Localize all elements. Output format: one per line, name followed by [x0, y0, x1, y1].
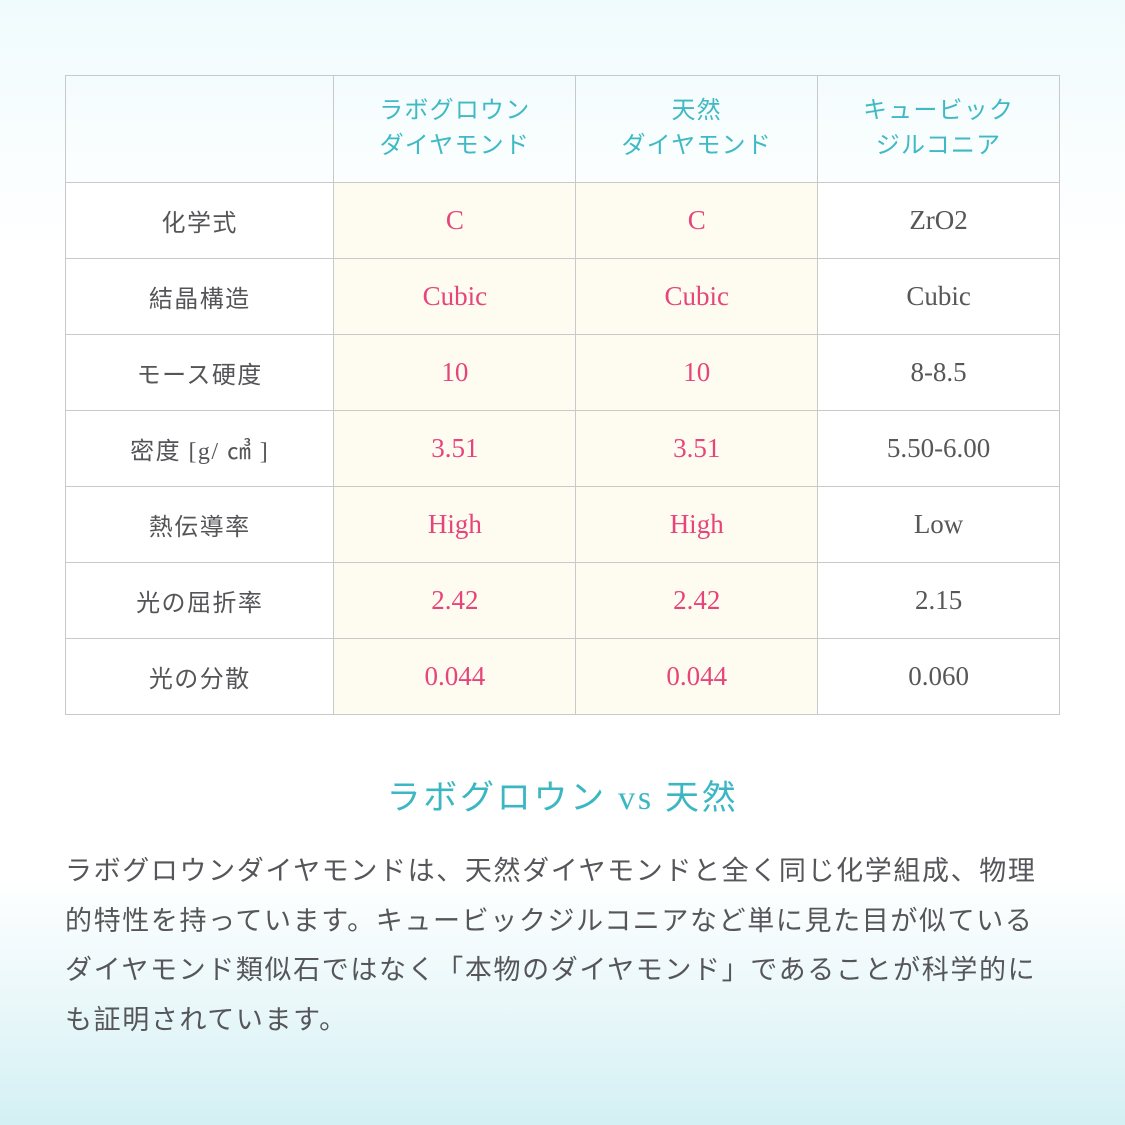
table-row: 熱伝導率 High High Low: [66, 486, 1060, 562]
cell: 10: [334, 334, 576, 410]
header-blank: [66, 76, 334, 183]
table-row: モース硬度 10 10 8-8.5: [66, 334, 1060, 410]
col-header-cz: キュービック ジルコニア: [818, 76, 1060, 183]
col-header-line2: ジルコニア: [876, 133, 1002, 159]
cell: C: [334, 182, 576, 258]
table-row: 結晶構造 Cubic Cubic Cubic: [66, 258, 1060, 334]
cell: 3.51: [576, 410, 818, 486]
cell: 2.15: [818, 562, 1060, 638]
row-label: 化学式: [66, 182, 334, 258]
row-label: 熱伝導率: [66, 486, 334, 562]
col-header-line1: ラボグロウン: [379, 98, 530, 124]
cell: 0.044: [576, 638, 818, 714]
table-row: 密度 [g/ ㎤ ] 3.51 3.51 5.50-6.00: [66, 410, 1060, 486]
table-row: 化学式 C C ZrO2: [66, 182, 1060, 258]
cell: 0.044: [334, 638, 576, 714]
col-header-line1: キュービック: [863, 98, 1014, 124]
col-header-line2: ダイヤモンド: [380, 133, 530, 159]
cell: 0.060: [818, 638, 1060, 714]
cell: Cubic: [334, 258, 576, 334]
col-header-line1: 天然: [671, 98, 721, 124]
cell: 3.51: [334, 410, 576, 486]
section-heading: ラボグロウン vs 天然: [65, 770, 1060, 819]
row-label: 結晶構造: [66, 258, 334, 334]
comparison-table: ラボグロウン ダイヤモンド 天然 ダイヤモンド キュービック ジルコニア 化学式…: [65, 75, 1060, 715]
cell: 2.42: [334, 562, 576, 638]
cell: Cubic: [576, 258, 818, 334]
row-label: モース硬度: [66, 334, 334, 410]
cell: ZrO2: [818, 182, 1060, 258]
row-label: 光の分散: [66, 638, 334, 714]
cell: 2.42: [576, 562, 818, 638]
table-row: 光の屈折率 2.42 2.42 2.15: [66, 562, 1060, 638]
cell: 8-8.5: [818, 334, 1060, 410]
cell: Cubic: [818, 258, 1060, 334]
cell: Low: [818, 486, 1060, 562]
table-header-row: ラボグロウン ダイヤモンド 天然 ダイヤモンド キュービック ジルコニア: [66, 76, 1060, 183]
description-paragraph: ラボグロウンダイヤモンドは、天然ダイヤモンドと全く同じ化学組成、物理的特性を持っ…: [65, 847, 1060, 1047]
col-header-lab: ラボグロウン ダイヤモンド: [334, 76, 576, 183]
cell: 5.50-6.00: [818, 410, 1060, 486]
col-header-line2: ダイヤモンド: [621, 133, 771, 159]
cell: High: [576, 486, 818, 562]
table-row: 光の分散 0.044 0.044 0.060: [66, 638, 1060, 714]
cell: High: [334, 486, 576, 562]
cell: 10: [576, 334, 818, 410]
col-header-natural: 天然 ダイヤモンド: [576, 76, 818, 183]
row-label: 密度 [g/ ㎤ ]: [66, 410, 334, 486]
cell: C: [576, 182, 818, 258]
row-label: 光の屈折率: [66, 562, 334, 638]
